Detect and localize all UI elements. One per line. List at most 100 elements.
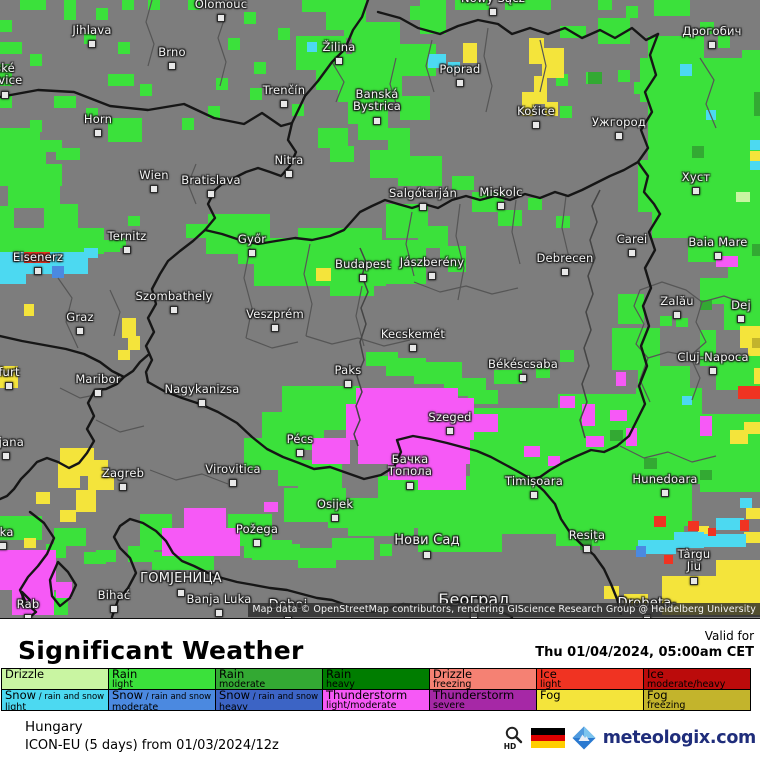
precip-cell <box>122 318 136 338</box>
precip-cell <box>0 128 40 142</box>
precip-cell <box>182 118 194 130</box>
precip-cell <box>498 210 522 226</box>
legend-cell-intensity: heavy <box>219 702 248 711</box>
precip-cell <box>0 252 88 274</box>
precip-cell <box>96 8 108 20</box>
precip-cell <box>522 92 535 116</box>
precip-cell <box>542 48 564 78</box>
precip-cell <box>0 516 42 540</box>
precip-cell <box>86 108 98 120</box>
precip-cell <box>452 176 474 190</box>
precip-cell <box>12 588 54 615</box>
precip-cell <box>98 240 120 252</box>
legend-cell: Snow / rain and snow moderate <box>108 689 216 711</box>
info-panel: Significant Weather Valid for Thu 01/04/… <box>0 619 760 760</box>
precip-cell <box>754 368 760 384</box>
precip-cell <box>244 12 256 24</box>
precip-cell <box>54 528 86 546</box>
precip-cell <box>140 84 152 96</box>
precip-cell <box>545 102 558 116</box>
precip-cell <box>618 294 644 324</box>
precip-cell <box>626 428 637 446</box>
legend-cell-suffix: / rain and snow <box>250 692 319 702</box>
legend-cell: Ice moderate/heavy <box>643 668 751 690</box>
precip-cell <box>206 232 240 254</box>
precip-cell <box>648 36 704 60</box>
precip-cell <box>560 396 575 408</box>
precip-cell <box>108 74 134 86</box>
precip-cell <box>610 430 623 441</box>
precip-cell <box>463 43 477 63</box>
precip-cell <box>254 62 266 74</box>
legend-cell: Ice light <box>536 668 644 690</box>
precip-cell <box>700 300 712 310</box>
precip-cell <box>338 54 402 102</box>
precip-cell <box>76 490 96 512</box>
legend-cell-intensity: moderate <box>112 702 159 711</box>
precip-cell <box>0 64 12 86</box>
precip-cell <box>24 252 50 263</box>
legend-cell-name: Snow / rain and snow <box>112 689 212 702</box>
precip-cell <box>0 96 12 108</box>
legend-cell-suffix: / rain and snow <box>36 692 105 702</box>
legend-cell-name: Snow / rain and snow <box>5 689 105 702</box>
precip-cell <box>698 526 709 535</box>
precip-cell <box>380 544 392 556</box>
precip-cell <box>54 96 76 108</box>
precip-cell <box>742 50 760 64</box>
precip-cell <box>352 22 400 58</box>
precip-cell <box>252 544 300 560</box>
precip-cell <box>0 164 62 186</box>
precip-cell <box>378 262 426 284</box>
precip-cell <box>148 0 160 10</box>
precip-cell <box>754 92 760 116</box>
german-flag-icon <box>530 728 565 749</box>
precip-cell <box>330 146 354 162</box>
precip-cell <box>348 98 388 124</box>
precip-cell <box>716 518 744 530</box>
precip-cell <box>358 438 470 464</box>
legend-cell: Thunderstorm light/moderate <box>322 689 430 711</box>
legend-cell-intensity: light <box>112 679 134 690</box>
precip-cell <box>216 78 228 90</box>
precip-cell <box>328 500 376 528</box>
legend-cell-intensity: moderate <box>219 679 266 690</box>
precip-cell <box>428 54 446 68</box>
weather-legend: Drizzle Rain light Rain moderate Rain heavy Dri… <box>1 668 751 711</box>
precip-cell <box>598 18 630 44</box>
legend-row: Drizzle Rain light Rain moderate Rain heavy Dri… <box>1 668 751 690</box>
meteologix-logo-icon <box>572 726 596 750</box>
precip-cell <box>24 538 36 548</box>
legend-cell-name: Ice <box>540 668 557 681</box>
precip-cell <box>316 268 331 281</box>
precip-cell <box>716 560 760 578</box>
logo-cluster: HD meteologix.com <box>504 725 756 751</box>
precip-cell <box>58 462 80 488</box>
precip-cell <box>582 404 595 426</box>
precip-cell <box>228 38 240 50</box>
precip-cell <box>750 140 760 150</box>
precip-cell <box>668 208 700 230</box>
legend-cell-intensity: freezing <box>433 679 472 690</box>
precip-cell <box>60 510 76 522</box>
precip-cell <box>358 122 388 140</box>
legend-cell-intensity: light <box>540 679 562 690</box>
precip-cell <box>644 458 657 469</box>
precip-cell <box>440 398 474 412</box>
legend-cell: Snow / rain and snow heavy <box>215 689 323 711</box>
precip-cell <box>505 0 551 10</box>
precip-cell <box>746 508 760 519</box>
precip-cell <box>56 582 72 598</box>
precip-cell <box>744 532 760 543</box>
precip-cell <box>332 538 374 560</box>
precip-cell <box>718 36 730 48</box>
precip-cell <box>708 528 716 536</box>
meteologix-wordmark[interactable]: meteologix.com <box>602 728 757 748</box>
precip-cell <box>307 42 317 52</box>
precip-cell <box>84 248 98 258</box>
legend-row: Snow / rain and snow light Snow / rain and… <box>1 689 751 711</box>
precip-cell <box>640 58 760 102</box>
legend-cell-intensity: severe <box>433 700 465 711</box>
legend-cell-intensity: freezing <box>647 700 686 711</box>
